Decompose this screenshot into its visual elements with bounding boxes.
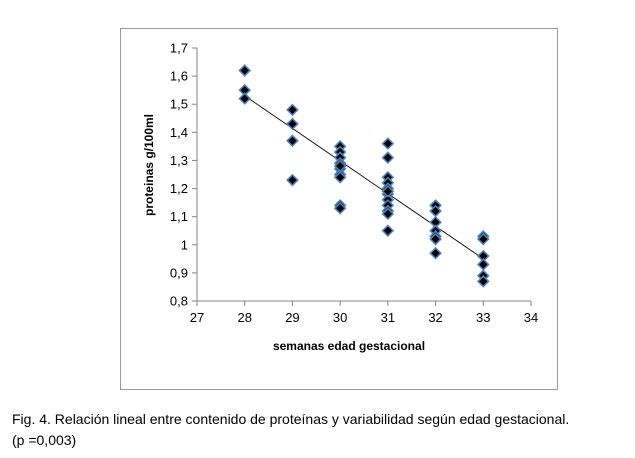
data-point <box>476 258 490 271</box>
x-axis-title: semanas edad gestacional <box>273 339 425 353</box>
caption-line-1: Fig. 4. Relación lineal entre contenido … <box>12 411 570 427</box>
y-tick-label: 1,3 <box>170 153 188 168</box>
y-tick-label: 0,9 <box>170 265 188 280</box>
x-tick-label: 33 <box>476 310 490 325</box>
y-axis-title: proteinas g/100ml <box>142 114 156 216</box>
data-point <box>333 201 347 215</box>
x-tick-label: 28 <box>237 310 251 325</box>
y-tick-label: 1,6 <box>170 69 188 84</box>
data-point <box>333 170 347 184</box>
x-tick-label: 34 <box>524 310 538 325</box>
data-point <box>476 274 490 288</box>
data-point <box>381 137 395 150</box>
x-tick-label: 29 <box>285 310 299 325</box>
x-tick-label: 30 <box>333 310 347 325</box>
data-point <box>476 232 490 246</box>
chart-ticks: 27 28 29 30 31 32 33 34 0,8 0,9 1 1,1 1,2 1,3 1,4 1,5 1,… <box>170 41 538 326</box>
x-tick-label: 32 <box>428 310 442 325</box>
figure-caption: Fig. 4. Relación lineal entre contenido … <box>12 409 627 451</box>
y-tick-label: 1,5 <box>170 97 188 112</box>
data-point <box>429 246 442 260</box>
data-point <box>238 64 252 77</box>
data-point <box>381 151 395 164</box>
x-tick-label: 31 <box>381 310 395 325</box>
data-point <box>333 159 347 173</box>
data-point <box>286 134 299 148</box>
data-point <box>429 232 442 246</box>
y-tick-label: 0,8 <box>170 294 188 309</box>
y-tick-label: 1,7 <box>170 41 188 56</box>
chart-frame: 27 28 29 30 31 32 33 34 0,8 0,9 1 1,1 1,2 1,3 1,4 1,5 1,… <box>120 28 558 390</box>
data-point <box>381 224 395 238</box>
trendline <box>244 95 484 260</box>
data-point <box>381 185 395 198</box>
data-point <box>381 207 395 221</box>
chart-axes <box>196 48 531 302</box>
data-point <box>238 92 252 105</box>
trendline-segment <box>244 95 484 260</box>
y-tick-label: 1 <box>181 237 188 252</box>
y-tick-label: 1,1 <box>170 209 188 224</box>
data-points <box>238 64 490 288</box>
data-point <box>286 103 299 117</box>
x-tick-label: 27 <box>190 310 204 325</box>
scatter-chart: 27 28 29 30 31 32 33 34 0,8 0,9 1 1,1 1,2 1,3 1,4 1,5 1,… <box>142 41 538 354</box>
data-point <box>286 117 299 131</box>
data-point <box>286 173 299 187</box>
caption-line-2: (p =0,003) <box>12 432 77 448</box>
y-tick-label: 1,4 <box>170 125 188 140</box>
y-tick-label: 1,2 <box>170 181 188 196</box>
